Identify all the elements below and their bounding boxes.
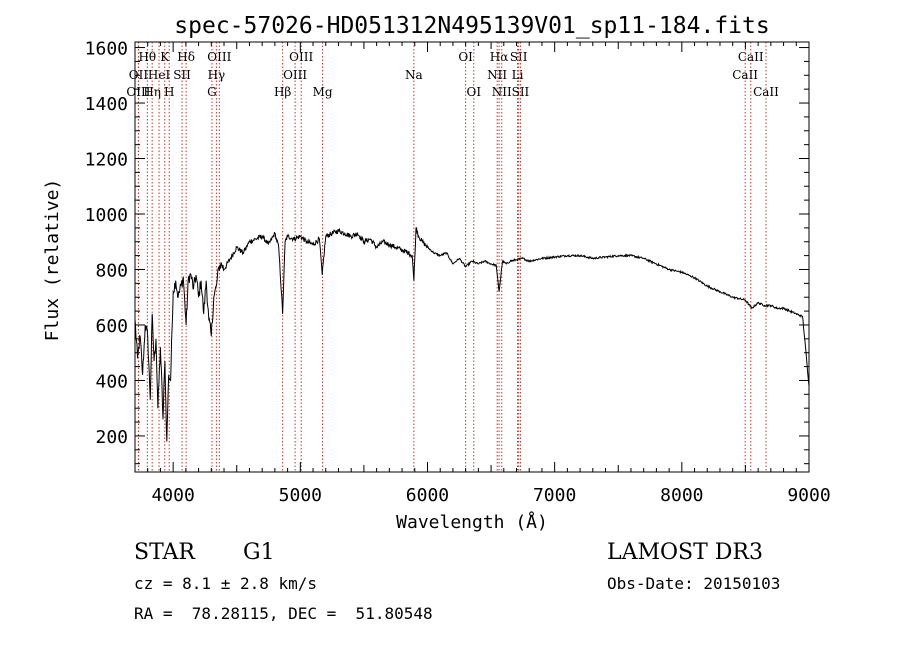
line-marker-label: Hβ <box>274 85 291 99</box>
y-tick-label: 1200 <box>85 150 128 171</box>
y-tick-label: 600 <box>95 316 128 337</box>
line-marker-label: Hθ <box>138 50 156 64</box>
line-marker-label: OI <box>458 50 473 64</box>
y-tick-label: 200 <box>95 427 128 448</box>
y-axis-label: Flux (relative) <box>42 179 63 342</box>
line-marker-label: OIII <box>289 50 313 64</box>
x-tick-label: 7000 <box>533 485 576 506</box>
line-marker-label: Na <box>405 68 423 82</box>
y-axis: 200 400 600 800 1000 1200 1400 1600 <box>85 39 809 465</box>
object-subclass: G1 <box>243 540 275 565</box>
y-tick-label: 400 <box>95 371 128 392</box>
line-marker-label: H <box>164 85 174 99</box>
line-marker-label: NII <box>492 85 512 99</box>
line-marker-label: CaII <box>738 50 764 64</box>
y-tick-label: 1000 <box>85 205 128 226</box>
y-tick-label: 800 <box>95 260 128 281</box>
object-type: STAR <box>134 540 195 565</box>
spectrum-line <box>134 227 810 442</box>
chart-title: spec-57026-HD051312N495139V01_sp11-184.f… <box>174 13 769 39</box>
line-marker-label: OIII <box>126 85 150 99</box>
line-marker-label: Li <box>512 68 524 82</box>
obs-date: Obs-Date: 20150103 <box>607 574 781 593</box>
x-tick-label: 5000 <box>279 485 322 506</box>
spectrum-line-group <box>134 227 810 442</box>
line-marker-label: OIII <box>283 68 307 82</box>
coordinates: RA = 78.28115, DEC = 51.80548 <box>134 604 433 623</box>
line-marker-label: CaII <box>732 68 758 82</box>
x-tick-label: 8000 <box>660 485 703 506</box>
line-marker-label: Hα <box>490 50 509 64</box>
survey-name: LAMOST DR3 <box>607 540 763 565</box>
line-marker-label: SII <box>512 85 530 99</box>
line-marker-label: OIII <box>207 50 231 64</box>
line-marker-label: K <box>160 50 170 64</box>
line-marker-label: Hγ <box>208 68 226 82</box>
redshift-cz: cz = 8.1 ± 2.8 km/s <box>134 574 318 593</box>
line-marker-label: Hη <box>143 85 161 99</box>
y-tick-label: 1400 <box>85 94 128 115</box>
x-tick-label: 9000 <box>787 485 830 506</box>
x-tick-label: 6000 <box>406 485 449 506</box>
line-marker-label: CaII <box>753 85 779 99</box>
line-marker-label: OI <box>466 85 481 99</box>
line-marker-label: SII <box>173 68 191 82</box>
line-marker-label: HeI <box>148 68 171 82</box>
x-axis-label: Wavelength (Å) <box>396 511 548 533</box>
plot-frame <box>134 41 810 473</box>
y-tick-label: 1600 <box>85 39 128 60</box>
line-marker-label: G <box>207 85 217 99</box>
x-tick-label: 4000 <box>151 485 194 506</box>
line-marker-label: NII <box>487 68 507 82</box>
line-marker-label: SII <box>510 50 528 64</box>
line-marker-label: Mg <box>313 85 333 99</box>
x-axis: 4000 5000 6000 7000 8000 9000 <box>134 42 831 506</box>
line-marker-label: Hδ <box>177 50 195 64</box>
